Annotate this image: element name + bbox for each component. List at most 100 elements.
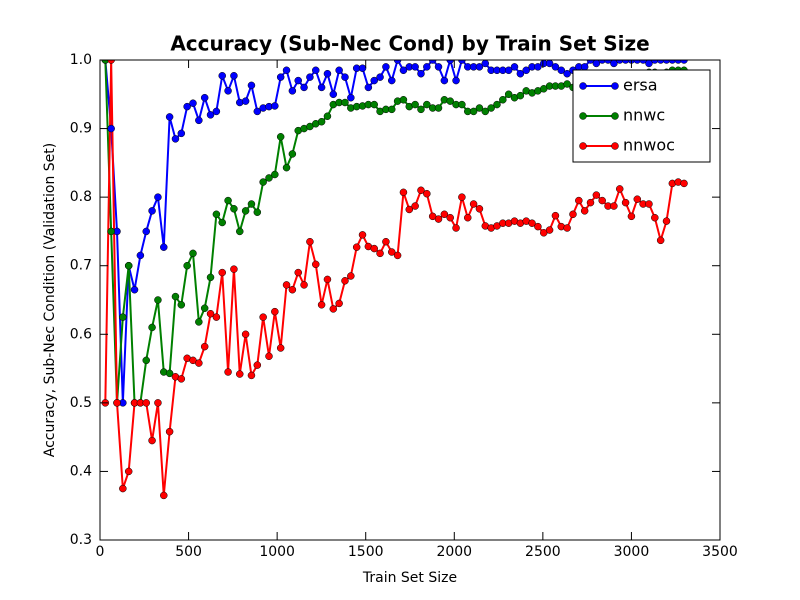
data-point: [463, 213, 472, 222]
x-tick-label: 3500: [702, 544, 738, 560]
data-point: [271, 170, 279, 179]
data-point: [475, 63, 484, 71]
data-point: [142, 227, 150, 236]
data-point: [674, 60, 682, 64]
data-point: [160, 491, 168, 500]
data-point: [347, 93, 355, 102]
data-point: [329, 90, 338, 99]
data-point: [107, 124, 115, 133]
x-tick-label: 0: [96, 544, 105, 560]
data-point: [206, 111, 215, 119]
data-point: [300, 281, 308, 289]
data-point: [294, 268, 302, 277]
data-point: [206, 273, 215, 282]
data-point: [177, 375, 186, 383]
data-point: [610, 202, 618, 210]
data-point: [662, 60, 671, 64]
data-point: [323, 275, 332, 284]
data-point: [575, 196, 583, 205]
data-point: [645, 60, 653, 68]
data-point: [195, 359, 203, 367]
data-point: [259, 178, 267, 186]
data-point: [656, 236, 665, 245]
data-point: [183, 261, 191, 270]
data-point: [551, 211, 560, 220]
data-point: [598, 196, 606, 205]
data-point: [253, 361, 262, 369]
data-point: [615, 185, 624, 193]
data-point: [417, 105, 425, 114]
data-point: [458, 60, 466, 64]
data-point: [481, 107, 490, 116]
data-point: [119, 484, 127, 493]
data-point: [434, 63, 443, 71]
data-point: [317, 117, 326, 126]
data-point: [586, 198, 595, 207]
data-point: [165, 369, 174, 378]
data-point: [124, 261, 133, 270]
data-point: [253, 107, 262, 116]
data-point: [107, 60, 115, 64]
data-point: [411, 100, 419, 109]
data-point: [247, 81, 256, 90]
data-point: [323, 112, 332, 120]
x-axis-label: Train Set Size: [362, 570, 457, 586]
data-point: [417, 69, 425, 78]
data-point: [253, 208, 262, 216]
data-point: [388, 248, 396, 256]
chart-title: Accuracy (Sub-Nec Cond) by Train Set Siz…: [170, 32, 649, 56]
data-point: [259, 313, 267, 321]
data-point: [136, 251, 145, 260]
data-point: [545, 226, 554, 234]
data-point: [446, 97, 454, 105]
data-point: [434, 104, 443, 112]
data-point: [154, 399, 162, 407]
legend-marker: [579, 112, 587, 120]
data-point: [446, 213, 454, 222]
data-point: [142, 356, 150, 365]
y-tick-label: 0.6: [70, 326, 92, 342]
data-point: [306, 237, 314, 246]
data-point: [241, 330, 250, 339]
data-point: [124, 467, 133, 476]
x-tick-label: 1000: [259, 544, 295, 560]
data-point: [446, 60, 454, 64]
legend-marker: [611, 142, 619, 150]
data-point: [276, 73, 285, 81]
data-point: [236, 227, 244, 236]
data-point: [206, 309, 215, 318]
data-point: [148, 207, 156, 215]
data-point: [358, 231, 367, 239]
data-point: [428, 60, 437, 64]
y-tick-label: 0.9: [70, 121, 92, 137]
data-point: [189, 249, 197, 258]
y-tick-label: 0.5: [70, 395, 92, 411]
data-point: [469, 200, 478, 208]
legend-label: nnwc: [623, 106, 665, 125]
data-point: [142, 399, 150, 407]
data-point: [323, 69, 332, 78]
data-point: [317, 83, 326, 92]
legend-label: nnwoc: [623, 136, 675, 155]
data-point: [200, 93, 209, 102]
data-point: [504, 90, 513, 99]
data-point: [177, 301, 186, 309]
data-point: [265, 174, 273, 182]
data-point: [393, 60, 402, 64]
data-point: [592, 191, 601, 199]
data-point: [230, 205, 238, 213]
data-point: [370, 244, 378, 253]
data-point: [101, 60, 110, 64]
legend-label: ersa: [623, 76, 658, 95]
data-point: [493, 100, 501, 109]
data-point: [475, 205, 484, 213]
x-tick-label: 2500: [525, 544, 561, 560]
y-tick-label: 0.8: [70, 189, 92, 205]
data-point: [580, 207, 589, 215]
data-point: [212, 210, 221, 219]
data-point: [148, 436, 156, 445]
data-point: [189, 99, 197, 107]
data-point: [651, 60, 659, 64]
legend-marker: [579, 142, 587, 150]
